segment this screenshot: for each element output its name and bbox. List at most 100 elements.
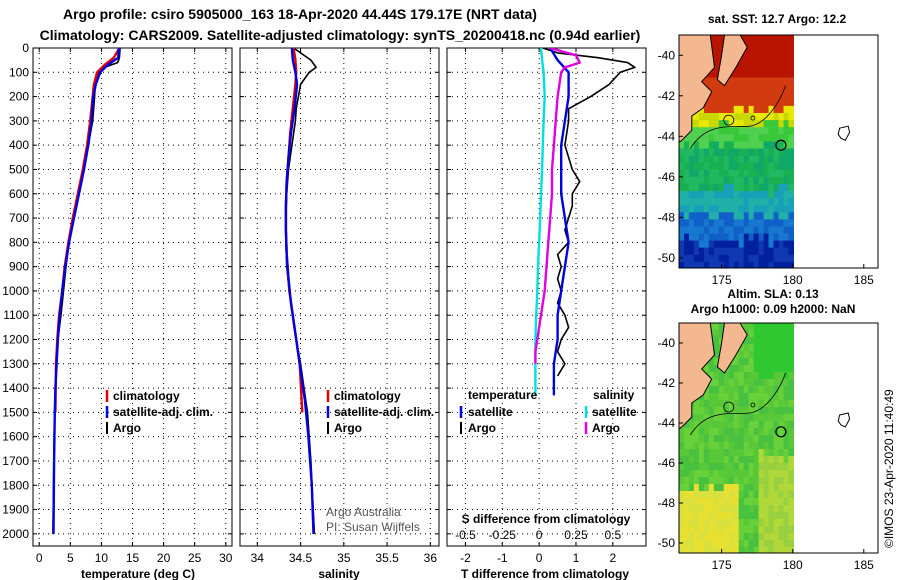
map-cell bbox=[768, 148, 775, 157]
map-cell bbox=[748, 98, 755, 107]
map-cell bbox=[743, 198, 750, 206]
map-cell bbox=[748, 49, 755, 57]
map-cell bbox=[748, 261, 755, 268]
map-cell bbox=[693, 261, 700, 268]
map-cell bbox=[688, 219, 695, 228]
map-cell bbox=[718, 435, 725, 443]
map-cell bbox=[778, 540, 785, 548]
map-cell bbox=[768, 330, 775, 338]
map-cell bbox=[788, 198, 794, 206]
map-cell bbox=[753, 70, 760, 79]
map-cell bbox=[728, 393, 735, 401]
map-cell bbox=[698, 512, 705, 520]
map-cell bbox=[688, 148, 695, 157]
map-cell bbox=[698, 219, 705, 228]
map-cell bbox=[708, 449, 715, 457]
map-cell bbox=[758, 105, 765, 114]
map-cell bbox=[703, 498, 710, 506]
map-cell bbox=[768, 183, 775, 192]
map-cell bbox=[773, 330, 780, 338]
map-cell bbox=[733, 386, 740, 394]
map-cell bbox=[708, 226, 715, 235]
map-cell bbox=[753, 141, 760, 150]
map-cell bbox=[728, 533, 735, 541]
map-cell bbox=[758, 323, 765, 331]
map-cell bbox=[728, 386, 735, 394]
map-cell bbox=[713, 323, 720, 331]
map-cell bbox=[713, 484, 720, 492]
map-cell bbox=[693, 470, 700, 478]
map-cell bbox=[718, 477, 725, 485]
map-cell bbox=[788, 456, 794, 464]
map-cell bbox=[778, 233, 785, 242]
map-cell bbox=[768, 477, 775, 485]
map-body bbox=[679, 323, 851, 553]
map-cell bbox=[743, 372, 750, 380]
map-cell bbox=[778, 155, 785, 164]
map-cell bbox=[778, 162, 785, 171]
series-satellite-adj-clim- bbox=[52, 48, 120, 534]
map-cell bbox=[783, 330, 790, 338]
map-cell bbox=[718, 533, 725, 541]
y-tick-label: 1300 bbox=[2, 357, 29, 371]
map-cell bbox=[758, 365, 765, 373]
map-cell bbox=[768, 91, 775, 100]
map-cell bbox=[718, 169, 725, 178]
map-cell bbox=[773, 540, 780, 548]
map-cell bbox=[733, 176, 740, 185]
xlabel-salinity: salinity bbox=[318, 567, 360, 580]
map-cell bbox=[748, 463, 755, 471]
map-cell bbox=[713, 505, 720, 513]
map-cell bbox=[783, 219, 790, 228]
map-cell bbox=[763, 42, 770, 50]
map-cell bbox=[679, 261, 685, 268]
map-cell bbox=[728, 169, 735, 178]
map-cell bbox=[738, 219, 745, 228]
map-cell bbox=[713, 358, 720, 366]
map-cell bbox=[768, 261, 775, 268]
map-cell bbox=[778, 35, 785, 43]
map-cell bbox=[758, 141, 765, 150]
map-cell bbox=[728, 491, 735, 499]
map-cell bbox=[684, 212, 690, 220]
map-cell bbox=[763, 254, 770, 263]
map-cell bbox=[703, 169, 710, 178]
map-cell bbox=[743, 183, 750, 192]
map-cell bbox=[738, 91, 745, 100]
y-tick-label: 600 bbox=[9, 187, 29, 201]
map-cell bbox=[698, 407, 705, 415]
map-cell bbox=[718, 393, 725, 401]
map-cell bbox=[684, 442, 690, 450]
map-cell bbox=[748, 358, 755, 366]
map-cell bbox=[748, 63, 755, 72]
map-cell bbox=[718, 526, 725, 534]
map-cell bbox=[723, 148, 730, 157]
map-cell bbox=[738, 365, 745, 373]
map-cell bbox=[748, 540, 755, 548]
map-cell bbox=[778, 198, 785, 206]
map-cell bbox=[738, 198, 745, 206]
map-cell bbox=[733, 113, 740, 121]
map-cell bbox=[708, 261, 715, 268]
series-t-satellite bbox=[549, 48, 570, 396]
map-cell bbox=[773, 393, 780, 401]
map-cell bbox=[778, 435, 785, 443]
map-cell bbox=[718, 198, 725, 206]
map-cell bbox=[788, 428, 794, 436]
map-cell bbox=[723, 484, 730, 492]
map-cell bbox=[788, 407, 794, 415]
map-cell bbox=[679, 212, 685, 220]
map-cell bbox=[763, 414, 770, 422]
y-tick-label: 500 bbox=[9, 162, 29, 176]
y-tick-label: 900 bbox=[9, 260, 29, 274]
map-cell bbox=[743, 379, 750, 387]
map-cell bbox=[773, 526, 780, 534]
map-cell bbox=[684, 547, 690, 553]
map-cell bbox=[718, 407, 725, 415]
map-cell bbox=[708, 512, 715, 520]
map-cell bbox=[698, 183, 705, 192]
map-cell bbox=[773, 35, 780, 43]
map-cell bbox=[733, 141, 740, 150]
legend-title-temperature: temperature bbox=[468, 388, 538, 402]
